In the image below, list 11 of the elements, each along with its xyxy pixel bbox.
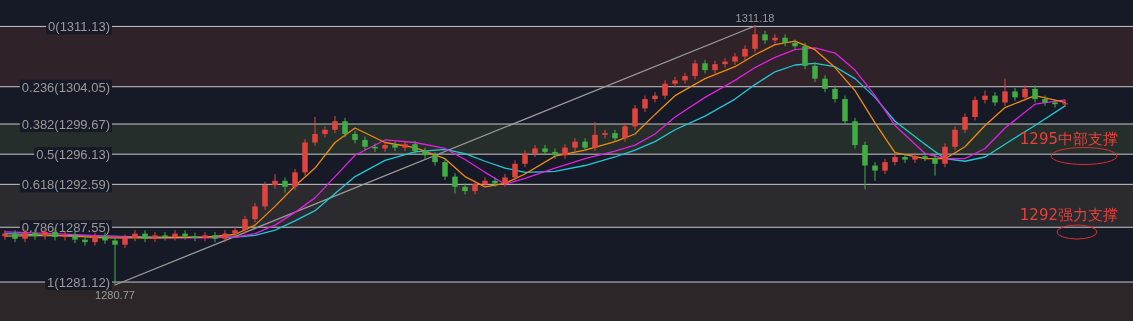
ref-line-label: 0.786(1287.55) bbox=[21, 220, 110, 236]
annotation: 1280.77 bbox=[95, 289, 135, 301]
ref-line-label: 0.5(1296.13) bbox=[36, 147, 110, 163]
ref-line-label: 0(1311.13) bbox=[48, 19, 110, 35]
ref-line-label: 0.236(1304.05) bbox=[21, 79, 110, 95]
annotation: 1311.18 bbox=[735, 12, 775, 24]
annotation: 1292强力支撑 bbox=[1019, 206, 1118, 224]
annotation: 1295中部支撑 bbox=[1019, 130, 1118, 148]
ref-line-label: 1(1281.12) bbox=[47, 275, 110, 291]
ref-line-label: 0.618(1292.59) bbox=[21, 177, 110, 193]
ref-line-label: 0.382(1299.67) bbox=[21, 117, 110, 133]
